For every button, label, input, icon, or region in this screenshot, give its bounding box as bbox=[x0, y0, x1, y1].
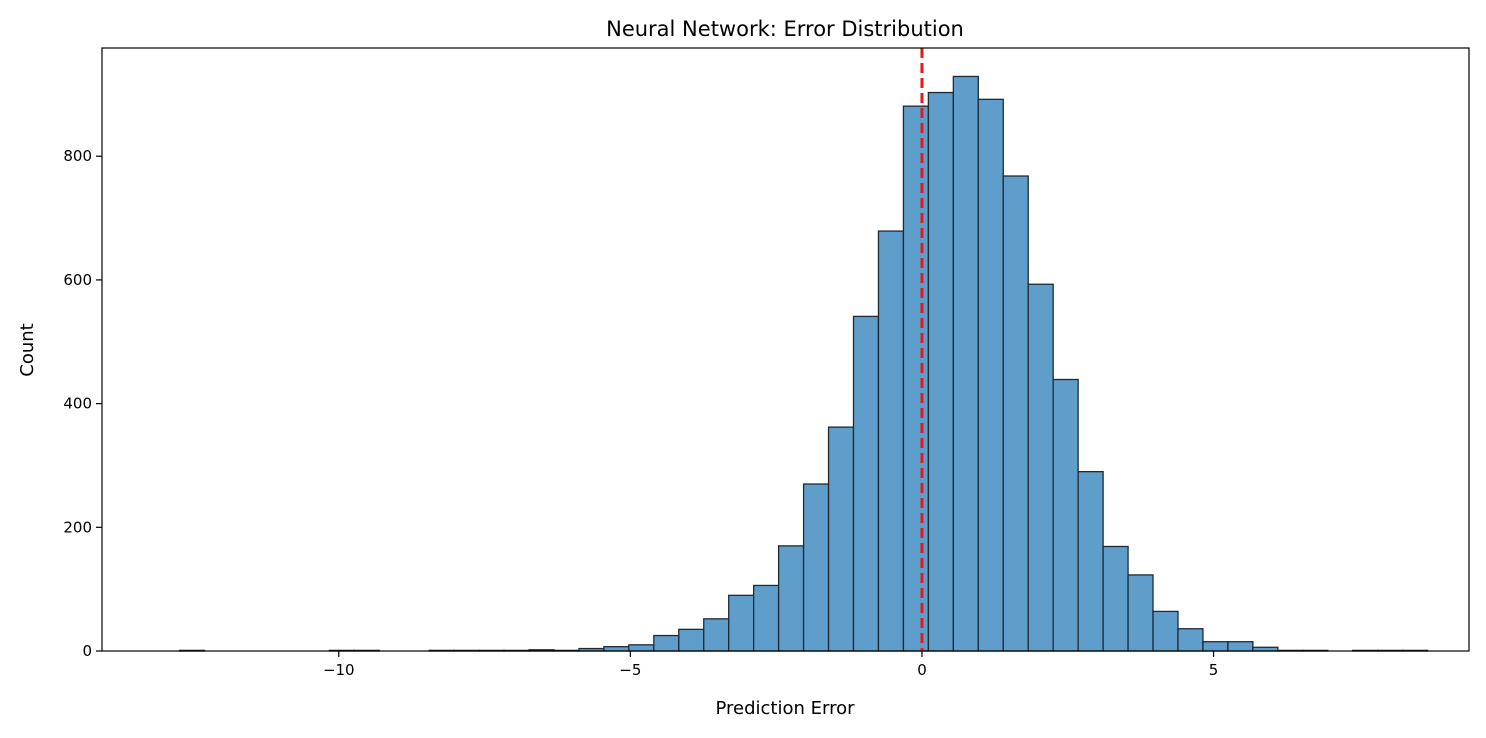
chart-title: Neural Network: Error Distribution bbox=[606, 17, 964, 41]
histogram-bar bbox=[777, 545, 805, 652]
histogram-bar bbox=[1177, 628, 1204, 652]
histogram-bar bbox=[653, 634, 680, 652]
histogram-bar bbox=[852, 315, 880, 652]
histogram-bar bbox=[1227, 641, 1254, 652]
x-axis-ticks: −10 −5 0 5 bbox=[323, 651, 1218, 679]
histogram-bar bbox=[1152, 610, 1179, 652]
plot-frame bbox=[101, 47, 1470, 652]
histogram-bar bbox=[977, 98, 1004, 652]
x-tick-label: −5 bbox=[619, 661, 641, 679]
y-tick-label: 200 bbox=[63, 518, 92, 536]
x-tick-label: 5 bbox=[1209, 661, 1219, 679]
x-axis-label: Prediction Error bbox=[715, 698, 855, 719]
histogram-bar bbox=[703, 618, 730, 652]
histogram-bar bbox=[1127, 574, 1154, 652]
histogram-bar bbox=[628, 644, 655, 652]
histogram-bar bbox=[1002, 175, 1029, 652]
y-axis-ticks: 0 200 400 600 800 bbox=[63, 147, 102, 660]
histogram-bar bbox=[1027, 283, 1054, 652]
histogram-bar bbox=[827, 426, 855, 652]
x-tick-label: 0 bbox=[917, 661, 927, 679]
histogram-bar bbox=[603, 646, 630, 652]
histogram-bar bbox=[1052, 378, 1079, 652]
histogram-bar bbox=[728, 594, 755, 652]
histogram-bar bbox=[1202, 641, 1229, 652]
histogram-bar bbox=[1102, 545, 1129, 652]
y-tick-label: 600 bbox=[63, 271, 92, 289]
histogram-bar bbox=[753, 584, 780, 652]
histogram-bar bbox=[802, 483, 830, 652]
y-tick-label: 400 bbox=[63, 395, 92, 413]
histogram-bar bbox=[877, 230, 905, 652]
y-axis-label: Count bbox=[17, 323, 38, 376]
histogram-bar bbox=[902, 105, 930, 652]
y-tick-label: 0 bbox=[82, 642, 92, 660]
bars-group bbox=[178, 75, 1429, 652]
histogram-bar bbox=[927, 91, 954, 652]
histogram-bar bbox=[952, 75, 979, 652]
y-tick-label: 800 bbox=[63, 147, 92, 165]
x-tick-label: −10 bbox=[323, 661, 355, 679]
histogram-bar bbox=[1077, 470, 1104, 652]
histogram-bar bbox=[678, 628, 705, 652]
